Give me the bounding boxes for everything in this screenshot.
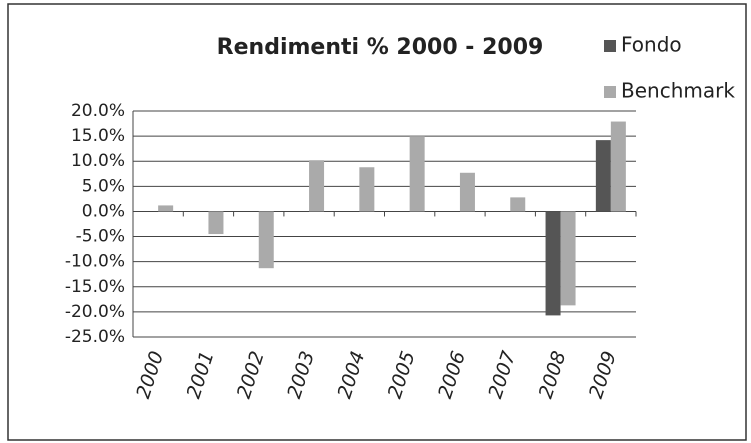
x-tick-label: 2005 xyxy=(384,348,420,401)
x-tick-label: 2002 xyxy=(233,348,269,401)
bar xyxy=(409,136,425,212)
legend-label: Benchmark xyxy=(621,79,735,103)
bar xyxy=(459,172,475,212)
bar xyxy=(208,211,224,235)
x-tick-label: 2001 xyxy=(183,348,219,401)
bar xyxy=(560,211,576,306)
y-tick-label: 0.0% xyxy=(82,201,125,221)
legend-label: Fondo xyxy=(621,33,682,57)
x-tick-label: 2007 xyxy=(484,348,520,401)
bar xyxy=(595,140,611,212)
y-tick-label: -10.0% xyxy=(65,252,125,272)
x-tick-label: 2009 xyxy=(585,348,621,401)
x-tick-label: 2003 xyxy=(283,348,319,401)
bar xyxy=(545,211,561,316)
x-tick-label: 2006 xyxy=(434,348,470,401)
y-tick-label: -25.0% xyxy=(65,327,125,347)
y-tick-label: 10.0% xyxy=(71,151,125,171)
bar xyxy=(158,205,174,212)
bar xyxy=(258,211,274,269)
y-tick-label: 20.0% xyxy=(71,101,125,121)
bar xyxy=(309,160,325,212)
y-tick-label: 15.0% xyxy=(71,126,125,146)
chart-border xyxy=(7,3,747,441)
bar xyxy=(610,121,626,212)
bar xyxy=(359,167,375,212)
legend-swatch xyxy=(604,40,616,52)
y-tick-label: -20.0% xyxy=(65,302,125,322)
y-tick-label: 5.0% xyxy=(82,176,125,196)
x-tick-label: 2000 xyxy=(132,348,168,401)
x-tick-label: 2008 xyxy=(535,348,571,401)
legend-swatch xyxy=(604,86,616,98)
y-tick-label: -5.0% xyxy=(76,227,125,247)
y-tick-label: -15.0% xyxy=(65,277,125,297)
bar xyxy=(510,197,526,212)
chart-title: Rendimenti % 2000 - 2009 xyxy=(217,35,544,60)
x-tick-label: 2004 xyxy=(333,348,369,401)
